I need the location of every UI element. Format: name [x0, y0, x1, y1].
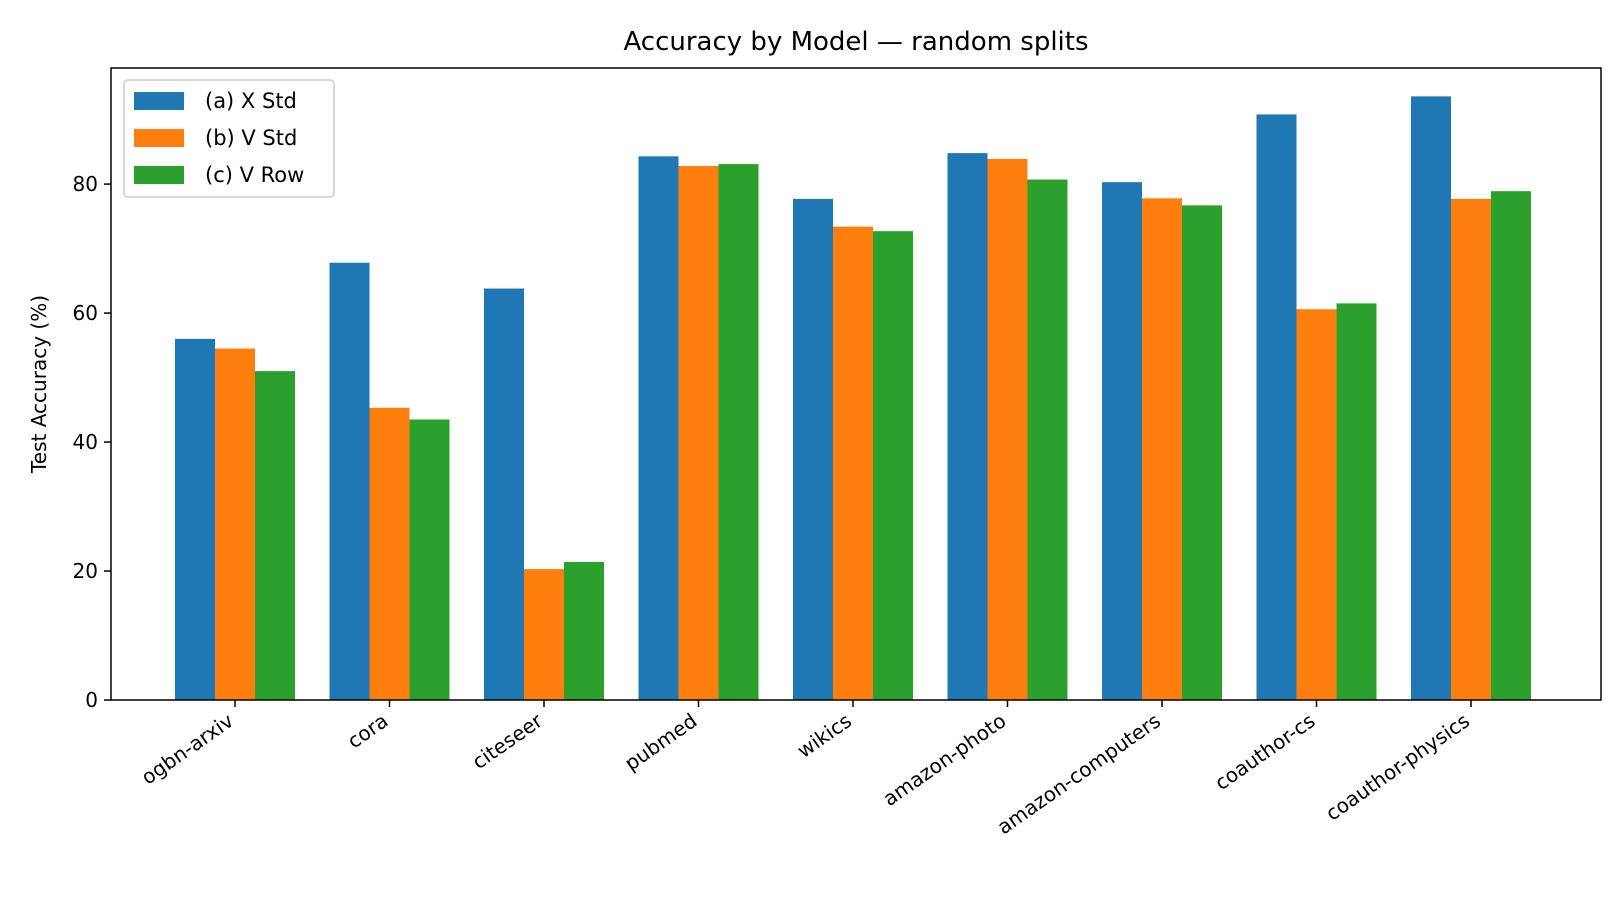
- y-tick-label: 20: [73, 559, 98, 583]
- legend-swatch-3: [134, 166, 184, 184]
- bar-wikics-series-2: [833, 226, 873, 700]
- bar-coauthor-cs-series-2: [1296, 309, 1337, 700]
- bar-wikics-series-3: [873, 231, 913, 700]
- bar-coauthor-physics-series-3: [1491, 191, 1531, 700]
- bar-amazon-computers-series-3: [1182, 205, 1222, 701]
- y-axis: 0 20 40 60 80: [73, 172, 111, 712]
- legend-label-3: (c) V Row: [205, 163, 304, 187]
- bar-citeseer-series-1: [484, 288, 524, 700]
- bar-amazon-photo-series-2: [987, 158, 1028, 700]
- legend-label-1: (a) X Std: [205, 89, 297, 113]
- bar-coauthor-cs-series-3: [1336, 303, 1377, 700]
- bar-cora-series-3: [409, 419, 450, 700]
- bar-coauthor-physics-series-1: [1411, 96, 1451, 700]
- bar-citeseer-series-3: [564, 561, 604, 700]
- bar-citeseer-series-2: [524, 569, 564, 700]
- bar-cora-series-1: [329, 262, 370, 700]
- bar-amazon-computers-series-2: [1142, 198, 1182, 700]
- bar-cora-series-2: [369, 407, 410, 700]
- y-axis-label: Test Accuracy (%): [27, 295, 51, 474]
- y-tick-label: 60: [73, 301, 98, 325]
- bars-group: [175, 96, 1531, 701]
- bar-coauthor-cs-series-1: [1256, 114, 1297, 701]
- plot-frame: [110, 67, 1602, 701]
- legend-label-2: (b) V Std: [205, 126, 297, 150]
- bar-amazon-photo-series-3: [1027, 179, 1068, 700]
- bar-wikics-series-1: [793, 198, 833, 700]
- y-tick-label: 40: [73, 430, 98, 454]
- bar-ogbn-arxiv-series-3: [255, 371, 295, 700]
- legend: (a) X Std (b) V Std (c) V Row: [123, 79, 335, 198]
- chart-title: Accuracy by Model — random splits: [623, 27, 1088, 57]
- bar-ogbn-arxiv-series-1: [175, 338, 215, 700]
- bar-coauthor-physics-series-2: [1451, 198, 1491, 700]
- legend-swatch-2: [134, 129, 184, 147]
- y-tick-label: 80: [73, 172, 98, 196]
- bar-pubmed-series-1: [638, 156, 679, 701]
- bar-pubmed-series-2: [678, 166, 719, 700]
- bar-pubmed-series-3: [718, 164, 759, 701]
- bar-ogbn-arxiv-series-2: [215, 348, 255, 700]
- bar-amazon-photo-series-1: [947, 153, 988, 700]
- bar-amazon-computers-series-1: [1102, 182, 1142, 700]
- y-tick-label: 0: [85, 688, 98, 712]
- legend-swatch-1: [134, 92, 184, 110]
